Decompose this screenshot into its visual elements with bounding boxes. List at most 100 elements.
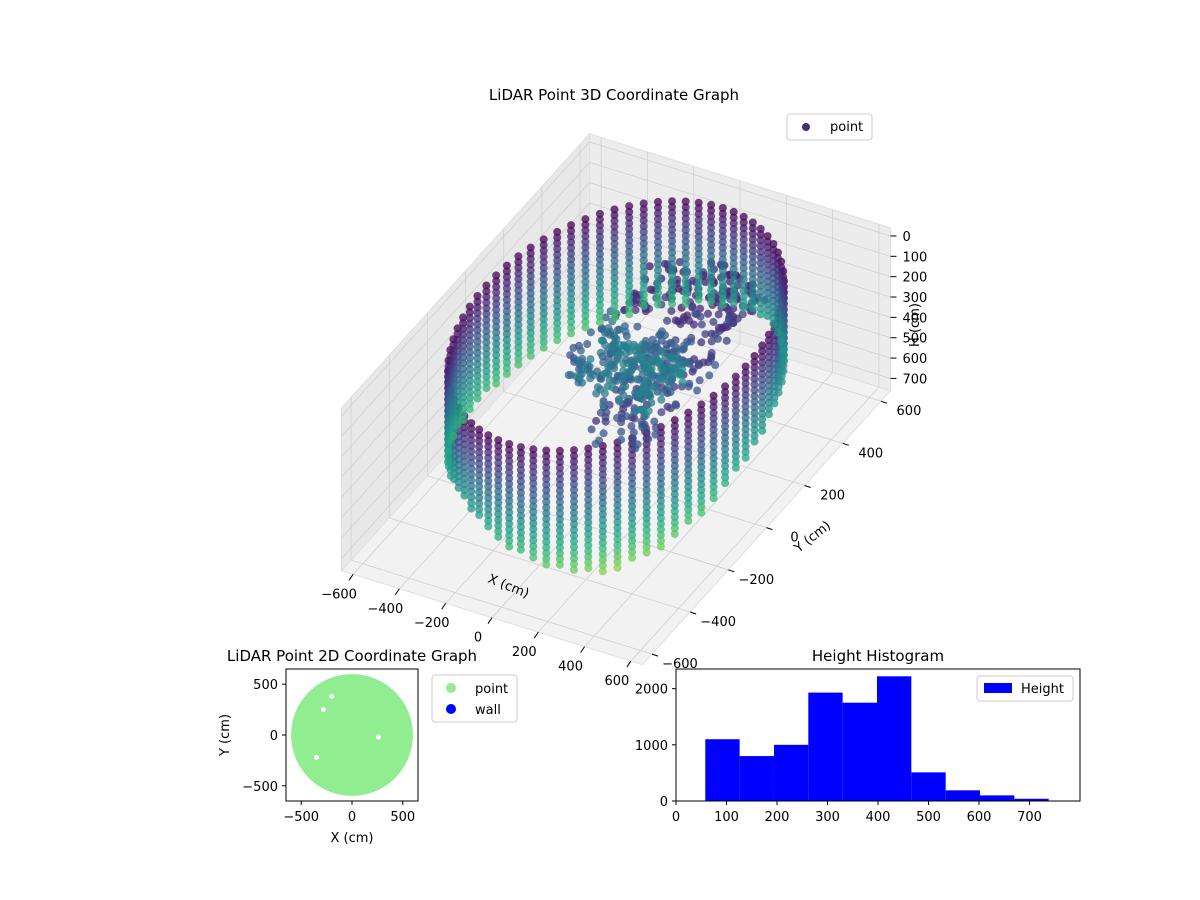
point-3d xyxy=(467,498,476,507)
point-3d xyxy=(758,415,767,424)
plot-area-2d xyxy=(291,674,413,796)
point-3d xyxy=(668,259,677,268)
point-3d xyxy=(514,258,523,266)
point-3d xyxy=(514,315,523,323)
point-3d xyxy=(709,477,718,486)
point-3d xyxy=(654,203,662,212)
point-3d xyxy=(750,437,759,446)
point-3d xyxy=(553,273,562,282)
point-3d xyxy=(694,255,703,264)
point-3d xyxy=(584,478,593,487)
point-3d xyxy=(729,236,738,245)
point-3d xyxy=(475,493,484,502)
point-3d xyxy=(628,502,637,511)
ticks-2d: −500 0 500 −500 0 500 xyxy=(242,678,415,825)
point-3d xyxy=(542,526,551,535)
point-3d xyxy=(482,327,491,336)
point-3d xyxy=(670,421,679,430)
point-3d xyxy=(516,483,525,491)
point-3d xyxy=(613,449,622,458)
point-3d xyxy=(465,348,474,357)
point-3d xyxy=(475,436,484,445)
point-3d xyxy=(526,334,535,343)
point-3d xyxy=(694,250,703,258)
point-3d xyxy=(707,240,716,249)
point-3d xyxy=(739,212,748,221)
point-3d xyxy=(656,514,665,522)
point-3d xyxy=(526,317,535,326)
point-3d xyxy=(633,375,642,384)
point-3d xyxy=(553,262,562,271)
point-3d xyxy=(639,233,648,242)
point-3d xyxy=(598,470,607,479)
point-3d xyxy=(748,235,757,244)
point-3d xyxy=(570,474,578,483)
z-tick-label: 700 xyxy=(902,372,927,387)
point-3d xyxy=(739,298,748,307)
point-3d xyxy=(731,446,740,455)
point-3d xyxy=(721,433,730,442)
point-3d xyxy=(598,464,607,473)
histogram-bar xyxy=(945,790,981,801)
point-3d xyxy=(514,280,523,289)
point-3d xyxy=(718,209,727,218)
point-3d xyxy=(482,304,491,313)
point-3d xyxy=(639,256,648,265)
point-3d xyxy=(718,278,727,286)
point-3d xyxy=(542,554,551,563)
point-3d xyxy=(473,314,482,323)
point-3d xyxy=(465,382,474,391)
point-3d xyxy=(526,272,535,281)
grid-line xyxy=(350,559,653,655)
point-3d xyxy=(748,258,757,267)
point-3d xyxy=(573,356,582,365)
point-3d xyxy=(514,263,523,272)
point-3d xyxy=(539,275,548,284)
point-3d xyxy=(697,508,706,517)
histogram-bar xyxy=(705,739,740,801)
point-3d xyxy=(610,245,619,254)
point-3d xyxy=(555,520,564,529)
point-3d xyxy=(526,323,535,332)
point-3d xyxy=(475,476,484,485)
point-3d xyxy=(595,238,604,247)
point-3d xyxy=(739,264,748,273)
point-3d xyxy=(542,457,551,466)
point-3d xyxy=(724,306,733,315)
point-3d xyxy=(598,493,607,502)
point-3d xyxy=(729,242,738,251)
point-3d xyxy=(709,420,718,429)
point-3d xyxy=(709,460,718,468)
point-3d xyxy=(741,442,750,451)
point-3d xyxy=(598,527,607,536)
point-3d xyxy=(694,210,703,219)
point-3d xyxy=(670,495,679,504)
point-3d xyxy=(750,386,759,395)
point-3d xyxy=(526,294,535,303)
point-3d xyxy=(453,421,462,430)
point-3d xyxy=(514,252,523,261)
point-3d xyxy=(502,358,511,367)
point-3d xyxy=(459,416,468,424)
point-3d xyxy=(526,289,535,298)
point-3d xyxy=(707,229,716,238)
point-3d xyxy=(567,289,576,298)
point-3d xyxy=(584,473,593,481)
point-3d xyxy=(514,349,523,358)
point-3d xyxy=(628,456,637,465)
y-tick-mark xyxy=(728,569,735,573)
point-3d xyxy=(484,493,493,502)
point-3d xyxy=(514,337,523,346)
point-3d xyxy=(697,434,706,443)
ticks-hist: 0 100 200 300 400 500 600 700 0 1000 2000 xyxy=(635,683,1042,825)
point-3d xyxy=(750,374,759,383)
point-3d xyxy=(668,282,677,291)
point-3d xyxy=(729,293,738,302)
point-3d xyxy=(529,473,538,482)
point-3d xyxy=(482,292,491,301)
point-3d xyxy=(658,388,667,397)
point-3d xyxy=(748,292,757,301)
point-3d xyxy=(539,326,548,335)
point-3d xyxy=(613,484,622,492)
point-3d xyxy=(654,209,662,218)
